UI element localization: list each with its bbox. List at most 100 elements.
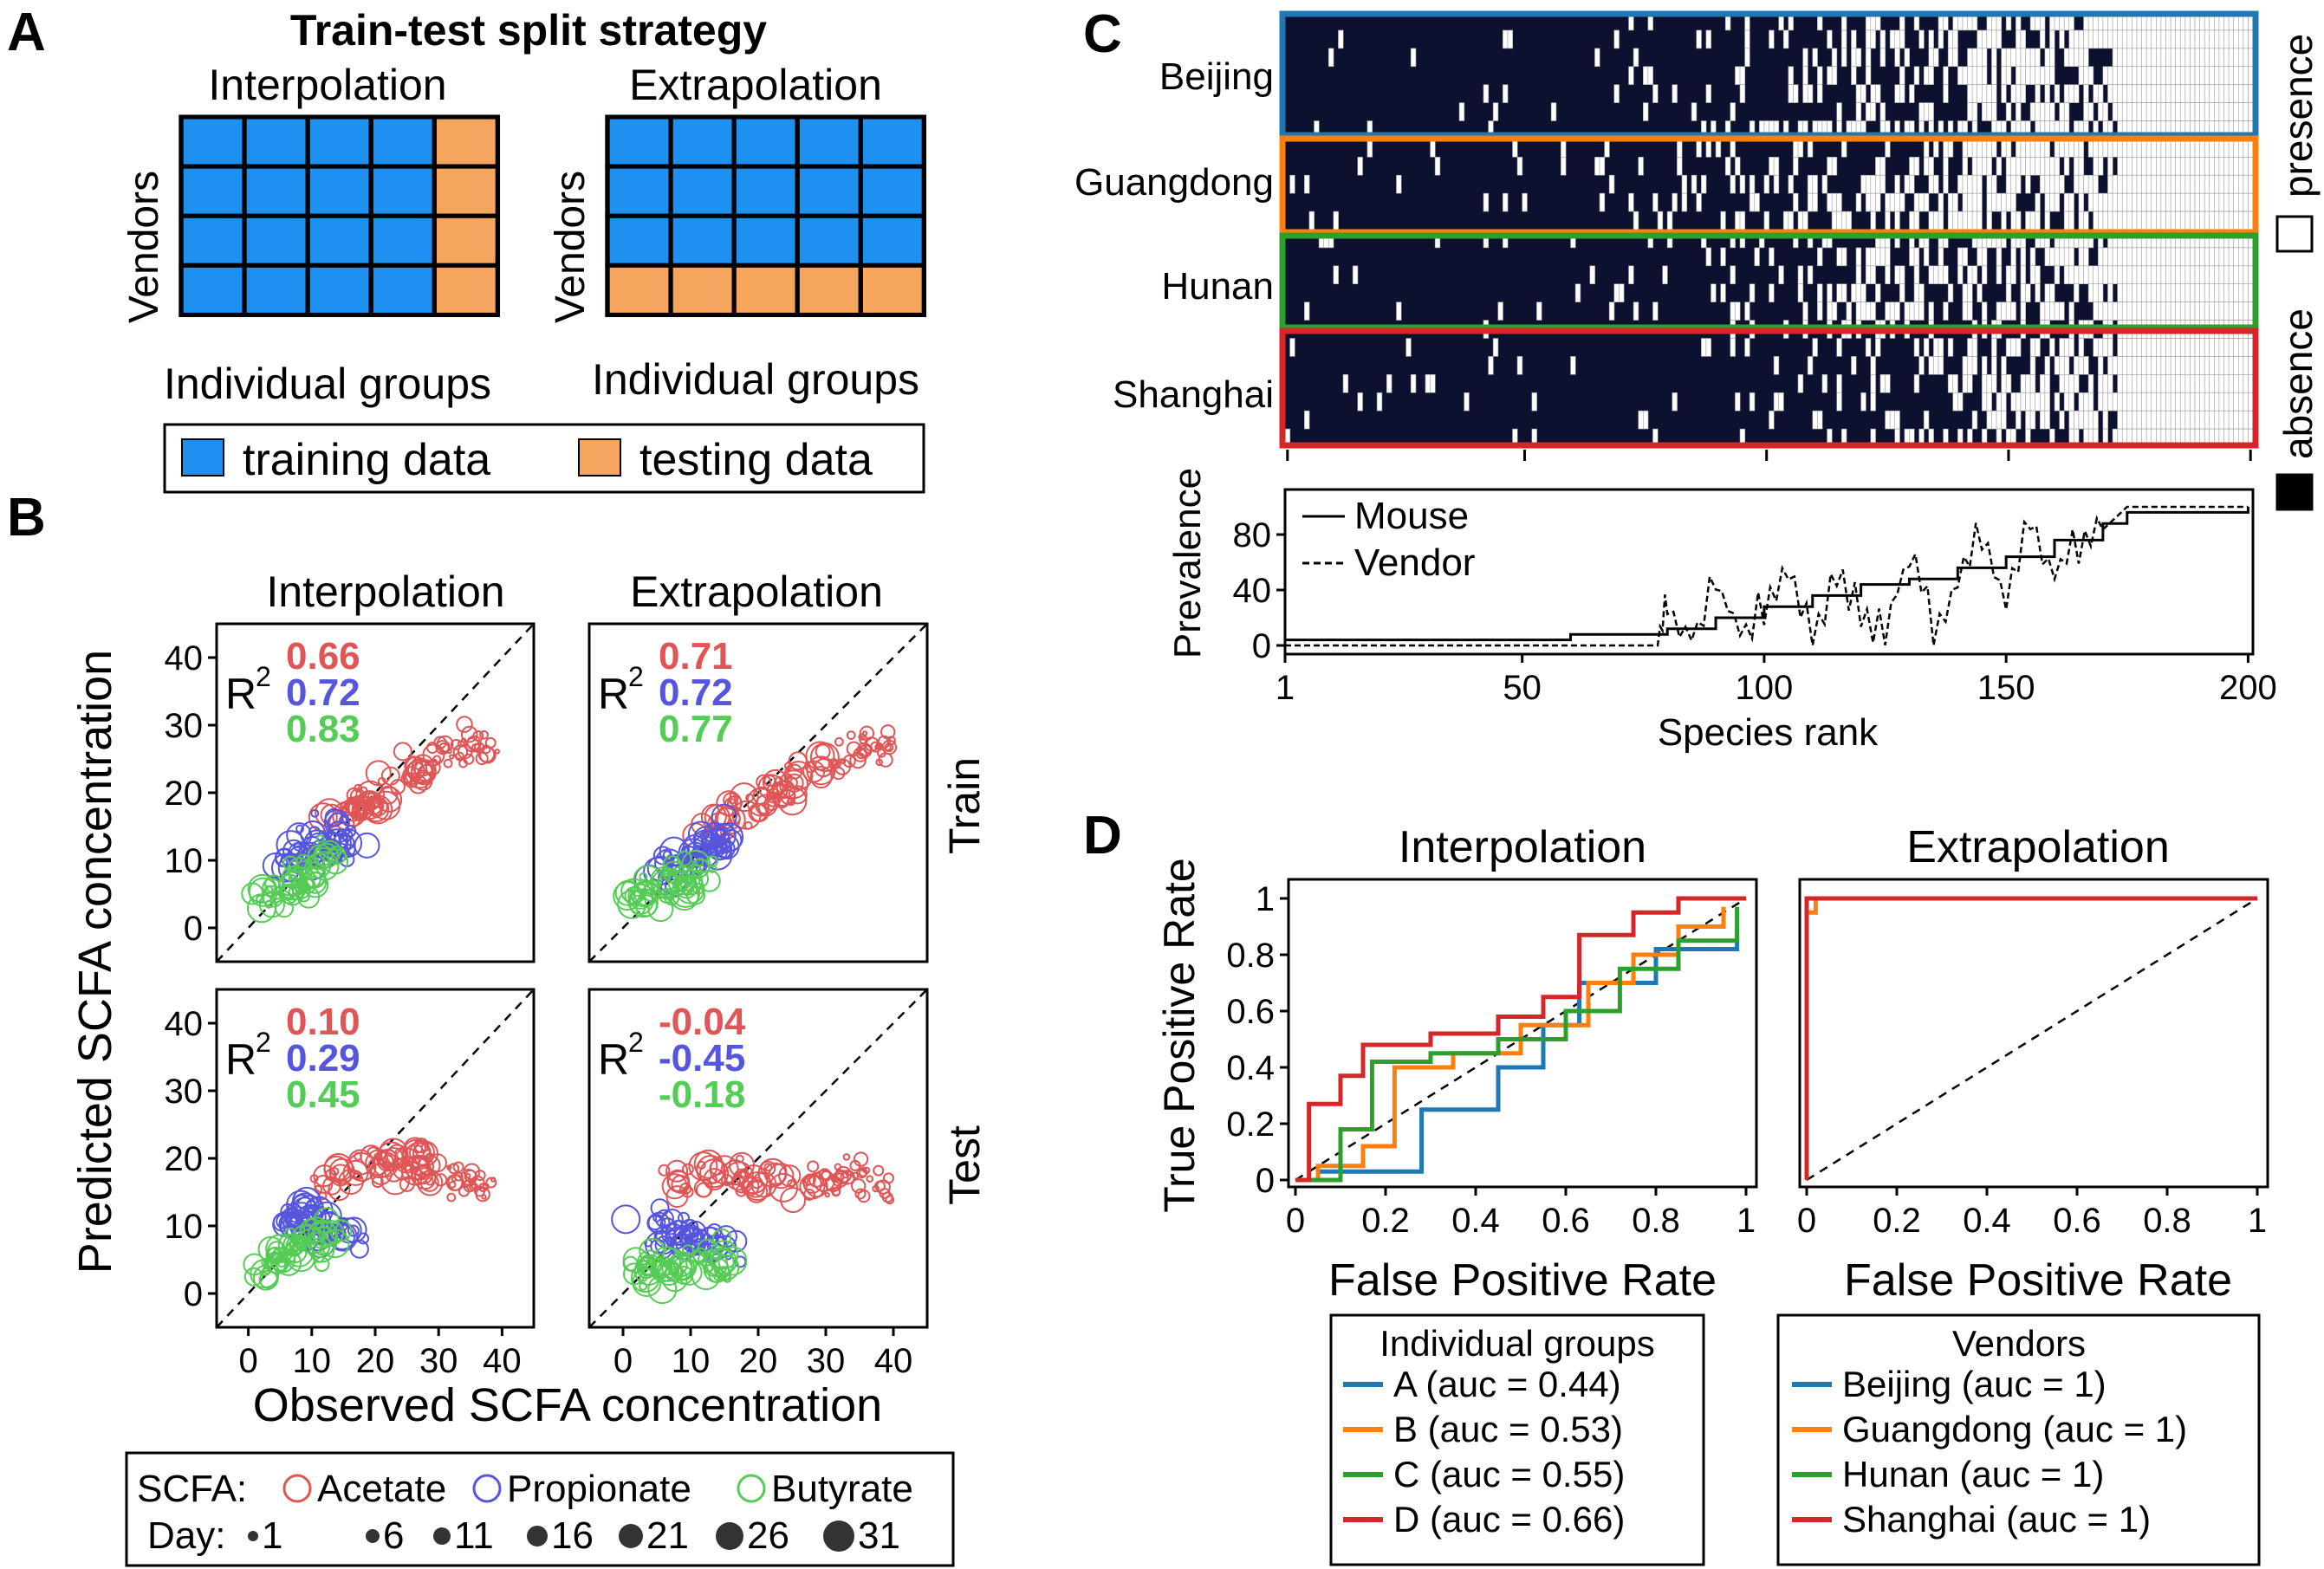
presence-cell	[2160, 410, 2166, 430]
vendor-line	[1285, 505, 2249, 647]
scatter-point	[831, 1170, 849, 1188]
presence-cell	[1981, 139, 1988, 158]
presence-cell	[2170, 66, 2177, 85]
legend-propionate-marker	[472, 1474, 502, 1503]
presence-cell	[2093, 410, 2099, 430]
presence-cell	[2025, 410, 2031, 430]
presence-cell	[2001, 301, 2007, 321]
training-cell	[368, 114, 437, 169]
presence-cell	[2063, 102, 2070, 121]
presence-cell	[1986, 192, 1992, 212]
scatter-point	[354, 832, 380, 859]
presence-cell	[1909, 157, 1915, 176]
scatter-point	[449, 754, 455, 760]
presence-cell	[1977, 247, 1983, 267]
presence-cell	[2151, 265, 2157, 285]
scatter-point	[295, 824, 305, 833]
panel-a-xlabel-interp: Individual groups	[164, 360, 491, 408]
presence-cell	[1865, 247, 1872, 267]
presence-cell	[2093, 29, 2099, 49]
x-tick-label: 40	[874, 1342, 913, 1380]
presence-cell	[1749, 192, 1756, 212]
presence-cell	[1812, 48, 1818, 68]
presence-cell	[1851, 29, 1857, 49]
scatter-point	[660, 1209, 684, 1232]
presence-cell	[2126, 139, 2132, 158]
presence-cell	[2117, 102, 2123, 121]
x-tick-label: 50	[1503, 669, 1542, 707]
presence-cell	[2049, 192, 2055, 212]
presence-cell	[1967, 301, 1973, 321]
x-tick-label: 30	[419, 1342, 458, 1380]
presence-cell	[1879, 48, 1886, 68]
presence-cell	[2199, 338, 2205, 357]
presence-cell	[1840, 139, 1847, 158]
presence-cell	[2145, 410, 2152, 430]
presence-cell	[2126, 392, 2132, 412]
presence-cell	[2141, 410, 2147, 430]
training-cell	[179, 213, 247, 268]
presence-cell	[1962, 192, 1968, 212]
presence-cell	[2170, 192, 2177, 212]
presence-cell	[2190, 29, 2196, 49]
presence-cell	[2233, 29, 2239, 49]
presence-cell	[1952, 48, 1958, 68]
presence-cell	[2016, 392, 2022, 412]
presence-cell	[1793, 84, 1799, 103]
presence-cell	[1396, 174, 1402, 194]
presence-cell	[2214, 283, 2220, 302]
presence-cell	[2074, 48, 2080, 68]
presence-cell	[2223, 139, 2230, 158]
y-tick-label: 0	[1256, 1162, 1275, 1200]
presence-cell	[1608, 174, 1615, 194]
presence-cell	[1938, 29, 1944, 49]
presence-cell	[2039, 29, 2046, 49]
scatter-point	[303, 1196, 334, 1226]
presence-cell	[1831, 157, 1838, 176]
presence-cell	[1817, 283, 1823, 302]
presence-cell	[1943, 84, 1949, 103]
presence-cell	[2175, 283, 2181, 302]
testing-cell	[432, 213, 501, 268]
scatter-point	[363, 796, 390, 823]
presence-cell	[2136, 301, 2143, 321]
presence-cell	[2063, 211, 2070, 230]
presence-cell	[1933, 48, 1939, 68]
presence-cell	[2218, 139, 2224, 158]
presence-cell	[2214, 29, 2220, 49]
presence-cell	[1817, 84, 1823, 103]
presence-cell	[2165, 301, 2171, 321]
presence-cell	[2083, 392, 2089, 412]
presence-cell	[2035, 84, 2041, 103]
scatter-point	[853, 747, 868, 762]
presence-cell	[2068, 301, 2074, 321]
r2-value-propionate: 0.29	[286, 1037, 360, 1079]
presence-cell	[2160, 66, 2166, 85]
presence-cell	[2016, 174, 2022, 194]
testing-cell	[668, 263, 737, 318]
presence-cell	[1836, 102, 1842, 121]
presence-cell	[1827, 301, 1833, 321]
training-cell	[731, 213, 800, 268]
presence-cell	[2248, 265, 2254, 285]
presence-cell	[2132, 66, 2138, 85]
presence-cell	[2121, 66, 2128, 85]
presence-cell	[1977, 174, 1983, 194]
scatter-point	[807, 1160, 820, 1173]
presence-cell	[1821, 374, 1828, 393]
scatter-point	[403, 772, 419, 788]
presence-cell	[2156, 174, 2162, 194]
presence-cell	[2204, 48, 2210, 68]
presence-cell	[1904, 174, 1910, 194]
presence-cell	[2214, 392, 2220, 412]
scatter-point	[729, 782, 759, 813]
presence-cell	[2151, 102, 2157, 121]
presence-cell	[2170, 102, 2177, 121]
scatter-point	[451, 1176, 458, 1183]
scatter-point	[247, 873, 277, 904]
scatter-point	[666, 1169, 690, 1192]
presence-cell	[2237, 174, 2244, 194]
presence-cell	[2102, 247, 2108, 267]
presence-cell	[1599, 157, 1606, 176]
